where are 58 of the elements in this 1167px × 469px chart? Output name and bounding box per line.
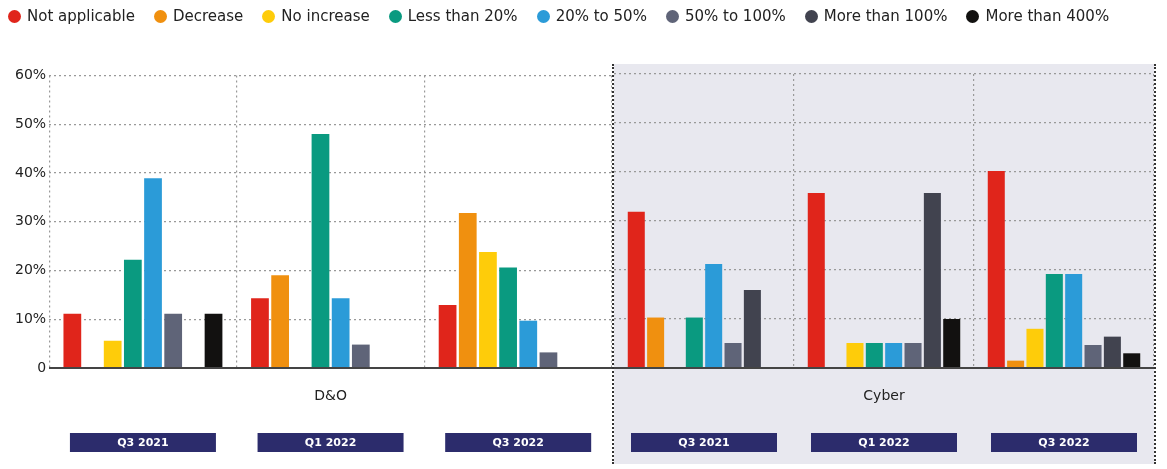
bar [351, 344, 370, 367]
bar [865, 343, 883, 367]
x-tick-label: Q3 2022 [492, 435, 544, 449]
bar [271, 275, 290, 367]
legend-label: Decrease [172, 7, 244, 25]
bar [1007, 360, 1025, 367]
bar [807, 193, 825, 367]
legend-label: Less than 20% [407, 7, 518, 25]
bar [479, 251, 497, 367]
bar [204, 313, 223, 367]
bar [987, 171, 1005, 367]
x-axis-title: Cyber [863, 386, 905, 403]
y-tick-label: 40% [14, 163, 47, 180]
legend-label: More than 100% [823, 7, 948, 25]
bar [144, 178, 162, 367]
bar [943, 319, 961, 367]
bar [885, 343, 903, 367]
bar [705, 264, 723, 367]
bar [1065, 273, 1083, 367]
bar [539, 352, 558, 367]
bar [499, 267, 517, 367]
bar [1045, 273, 1063, 367]
legend-label: No increase [281, 7, 370, 25]
bar [1026, 328, 1044, 367]
bar [251, 298, 269, 367]
bar [458, 212, 477, 367]
bar [63, 313, 82, 367]
bar [846, 343, 864, 367]
bar [1084, 344, 1102, 367]
x-axis-title: D&O [314, 386, 347, 403]
y-tick-label: 30% [14, 212, 47, 229]
bar [438, 305, 457, 367]
bar [685, 317, 703, 367]
x-tick-label: Q3 2021 [678, 435, 730, 449]
x-tick-label: Q1 2022 [304, 435, 357, 449]
legend-label: 20% to 50% [555, 7, 647, 25]
bar [724, 343, 742, 367]
x-tick-label: Q1 2022 [858, 435, 910, 449]
y-tick-label: 50% [14, 114, 47, 131]
bar [311, 133, 330, 367]
y-tick-label: 0 [37, 358, 47, 375]
bar [647, 317, 665, 367]
legend-label: Not applicable [27, 7, 135, 25]
legend-label: More than 400% [985, 7, 1110, 25]
bar [123, 259, 142, 367]
x-tick-label: Q3 2022 [1038, 435, 1090, 449]
bar [904, 343, 922, 367]
bar [1123, 353, 1141, 367]
legend-label: 50% to 100% [684, 7, 786, 25]
bar [519, 320, 538, 367]
bar [164, 313, 183, 367]
bar [627, 211, 645, 367]
y-tick-label: 20% [14, 261, 47, 278]
y-tick-label: 60% [14, 66, 47, 83]
bar [331, 298, 350, 367]
x-tick-label: Q3 2021 [117, 435, 169, 449]
y-tick-label: 10% [14, 309, 47, 326]
bar [103, 340, 122, 367]
